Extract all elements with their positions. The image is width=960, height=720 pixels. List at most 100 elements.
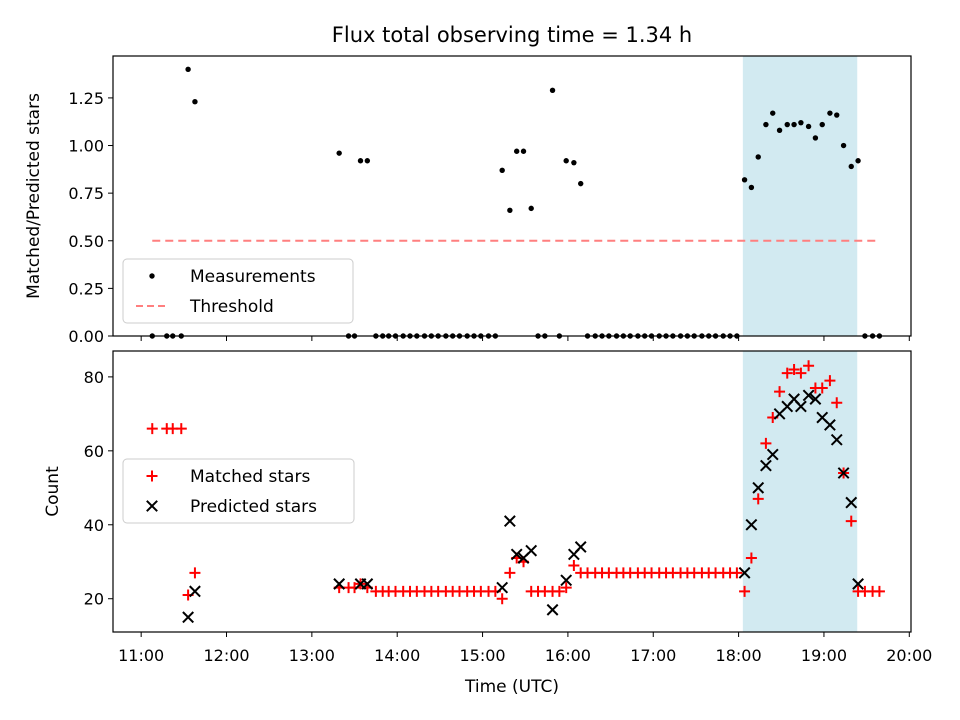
data-point — [745, 552, 757, 564]
data-point — [752, 493, 764, 505]
data-point — [546, 603, 559, 616]
data-point — [752, 481, 765, 494]
y-tick-label: 1.00 — [68, 137, 104, 156]
data-point — [364, 158, 371, 164]
data-point — [503, 515, 516, 527]
data-point — [812, 135, 819, 141]
data-point — [146, 423, 158, 435]
data-point — [574, 541, 587, 553]
data-point — [496, 581, 509, 594]
bottom-panel-counts: 20 40 60 80 11:00 12:00 13:00 14:00 15:00 16:00 17… — [43, 350, 932, 665]
y-tick-label: 20 — [84, 590, 104, 609]
data-point — [182, 611, 195, 624]
data-point — [873, 585, 885, 597]
data-point — [578, 180, 584, 187]
y-axis-label: Count — [43, 466, 63, 517]
data-point — [560, 582, 572, 594]
data-point — [855, 158, 861, 164]
data-point — [336, 150, 342, 156]
top-panel-ratio: 0.00 0.25 0.50 0.75 1.00 1.25 Matched/Predicte… — [24, 55, 912, 346]
data-point — [528, 205, 534, 212]
legend-box — [122, 458, 355, 524]
x-tick-label: 14:00 — [374, 646, 420, 665]
data-point — [745, 518, 758, 531]
x-tick-label: 17:00 — [630, 646, 676, 665]
data-point — [819, 121, 825, 128]
data-point — [784, 121, 790, 128]
data-point — [830, 433, 843, 446]
data-point — [175, 423, 187, 435]
y-axis-label: Matched/Predicted stars — [24, 93, 44, 299]
data-point — [189, 567, 201, 579]
data-point — [741, 177, 748, 183]
data-point — [549, 87, 556, 93]
data-point — [791, 121, 797, 128]
data-point — [333, 578, 346, 590]
data-point — [798, 119, 804, 126]
data-point — [760, 437, 772, 449]
legend: Matched stars Predicted stars — [122, 458, 355, 524]
y-tick-label: 40 — [84, 516, 104, 535]
data-point — [827, 110, 833, 116]
legend-marker — [146, 500, 158, 512]
data-point — [809, 393, 822, 405]
data-point — [760, 459, 772, 472]
data-point — [834, 112, 840, 118]
legend-label: Predicted stars — [190, 497, 317, 517]
y-tick-label: 0.75 — [68, 184, 104, 203]
data-point — [794, 400, 807, 413]
data-point — [571, 159, 577, 166]
data-point — [499, 167, 505, 173]
y-tick-label: 80 — [84, 368, 104, 387]
y-tick-label: 1.25 — [68, 89, 104, 108]
data-point — [803, 360, 815, 372]
data-point — [831, 397, 843, 409]
x-tick-label: 13:00 — [289, 646, 335, 665]
x-tick-label: 11:00 — [118, 646, 164, 665]
data-point — [189, 585, 201, 598]
plot-frame — [112, 55, 912, 337]
plot-frame — [112, 350, 912, 633]
data-point — [731, 567, 743, 579]
data-point — [816, 382, 828, 394]
series-predicted-stars — [182, 389, 864, 624]
legend-marker — [146, 470, 158, 482]
data-point — [185, 66, 191, 73]
data-point — [560, 574, 573, 587]
data-point — [845, 496, 858, 509]
x-tick-label: 19:00 — [801, 646, 847, 665]
data-point — [802, 389, 815, 402]
x-tick-label: 16:00 — [545, 646, 591, 665]
legend-label: Measurements — [190, 267, 316, 287]
legend-box — [122, 258, 354, 324]
data-point — [739, 585, 751, 597]
data-point — [852, 578, 864, 590]
y-tick-label: 0.25 — [68, 279, 104, 298]
data-point — [766, 448, 779, 461]
data-point — [192, 99, 198, 105]
data-point — [520, 148, 527, 154]
data-point — [513, 148, 520, 154]
data-point — [738, 566, 751, 579]
observing-window-span — [742, 56, 858, 336]
x-axis-label: Time (UTC) — [464, 677, 559, 697]
data-point — [568, 559, 580, 571]
data-point — [824, 419, 836, 431]
data-point — [840, 142, 847, 149]
data-point — [357, 158, 364, 164]
x-tick-label: 12:00 — [203, 646, 249, 665]
data-point — [837, 467, 850, 479]
data-point — [504, 567, 516, 579]
data-point — [774, 386, 786, 398]
legend-label: Threshold — [189, 297, 274, 317]
data-point — [845, 515, 857, 527]
x-tick-label: 18:00 — [716, 646, 762, 665]
data-point — [763, 121, 769, 128]
data-point — [496, 593, 508, 605]
data-point — [361, 578, 374, 590]
y-tick-label: 0.00 — [68, 327, 104, 346]
data-point — [770, 110, 776, 116]
data-point — [795, 367, 807, 379]
y-tick-label: 0.50 — [68, 232, 104, 251]
